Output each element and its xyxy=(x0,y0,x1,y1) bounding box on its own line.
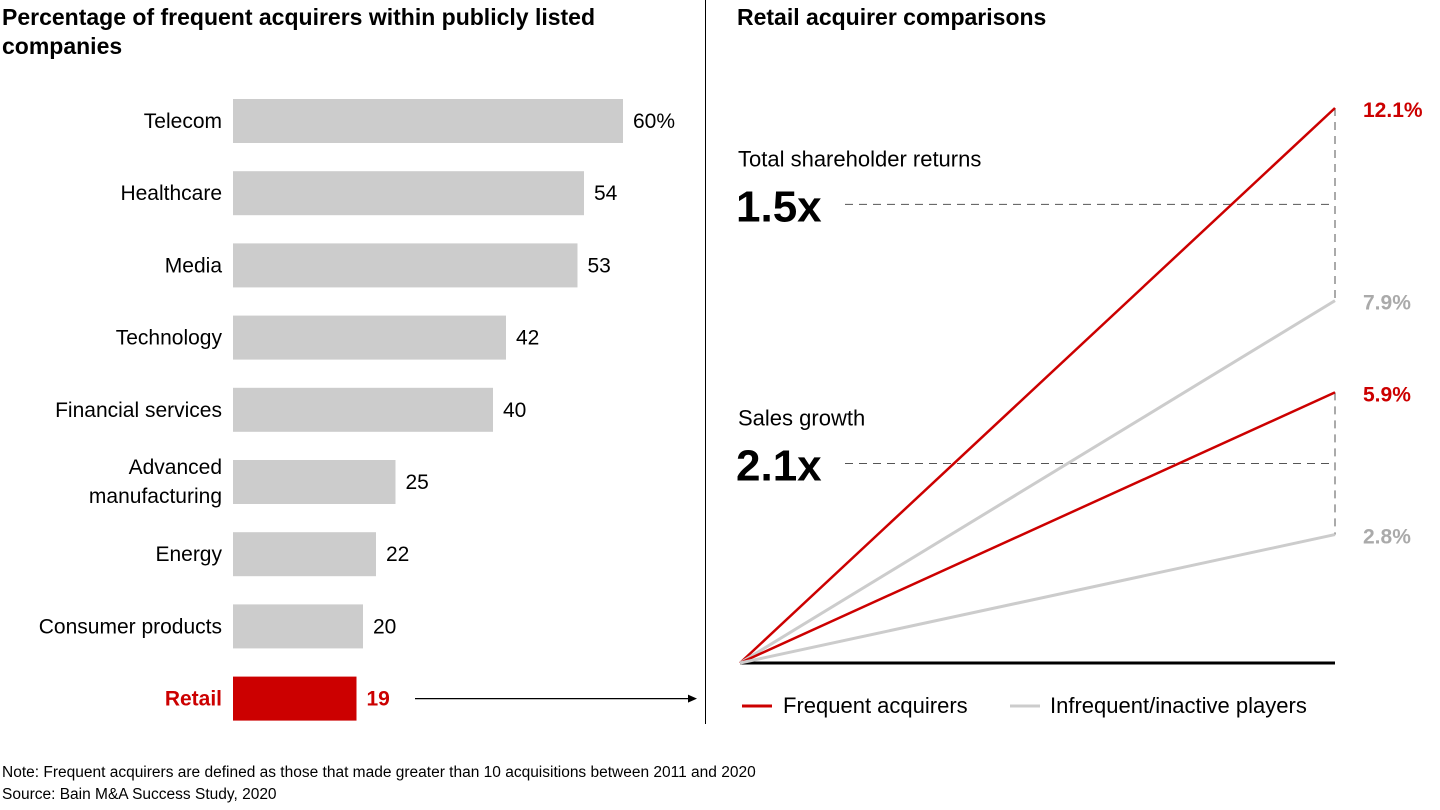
value-label: 53 xyxy=(588,254,611,277)
bar-telecom xyxy=(233,99,623,143)
right-chart-title: Retail acquirer comparisons xyxy=(737,4,1047,30)
value-label: 40 xyxy=(503,399,526,422)
end-value-label: 2.8% xyxy=(1363,526,1411,549)
series-line xyxy=(739,299,1336,665)
metric-label: Sales growth xyxy=(738,405,865,430)
bar-energy xyxy=(233,532,376,577)
value-label: 60% xyxy=(633,110,675,133)
category-label: manufacturing xyxy=(89,485,222,508)
bar-advanced-manufacturing xyxy=(233,460,396,504)
category-label: Technology xyxy=(116,327,223,350)
series-line xyxy=(739,391,1336,665)
bar-retail xyxy=(233,676,357,721)
end-value-label: 5.9% xyxy=(1363,383,1411,406)
series-line xyxy=(739,107,1336,664)
value-label: 19 xyxy=(367,688,390,711)
source: Source: Bain M&A Success Study, 2020 xyxy=(2,786,277,803)
category-label: Telecom xyxy=(144,110,222,133)
value-label: 20 xyxy=(373,615,396,638)
value-label: 22 xyxy=(386,543,409,566)
bar-financial-services xyxy=(233,387,493,432)
bar-media xyxy=(233,243,578,288)
multiple-label: 2.1x xyxy=(736,441,822,490)
category-label: Advanced xyxy=(129,456,222,479)
end-value-label: 7.9% xyxy=(1363,292,1411,315)
series-line xyxy=(739,533,1336,665)
metric-label: Total shareholder returns xyxy=(738,146,981,171)
value-label: 42 xyxy=(516,327,539,350)
divider xyxy=(705,0,706,724)
value-label: 25 xyxy=(406,471,429,494)
bar-technology xyxy=(233,315,506,360)
bar-consumer-products xyxy=(233,604,363,649)
bar-healthcare xyxy=(233,171,584,216)
retail-arrow-head xyxy=(688,694,697,703)
category-label: Retail xyxy=(165,688,222,711)
category-label: Media xyxy=(165,254,223,277)
left-chart-title: Percentage of frequent acquirers within … xyxy=(2,4,596,59)
category-label: Energy xyxy=(155,543,222,566)
category-label: Healthcare xyxy=(120,182,222,205)
legend-label-infrequent: Infrequent/inactive players xyxy=(1050,693,1307,718)
category-label: Consumer products xyxy=(39,615,222,638)
multiple-label: 1.5x xyxy=(736,182,822,231)
value-label: 54 xyxy=(594,182,618,205)
end-value-label: 12.1% xyxy=(1363,99,1423,122)
legend-label-frequent: Frequent acquirers xyxy=(783,693,968,718)
footnote: Note: Frequent acquirers are defined as … xyxy=(2,764,756,781)
category-label: Financial services xyxy=(55,399,222,422)
